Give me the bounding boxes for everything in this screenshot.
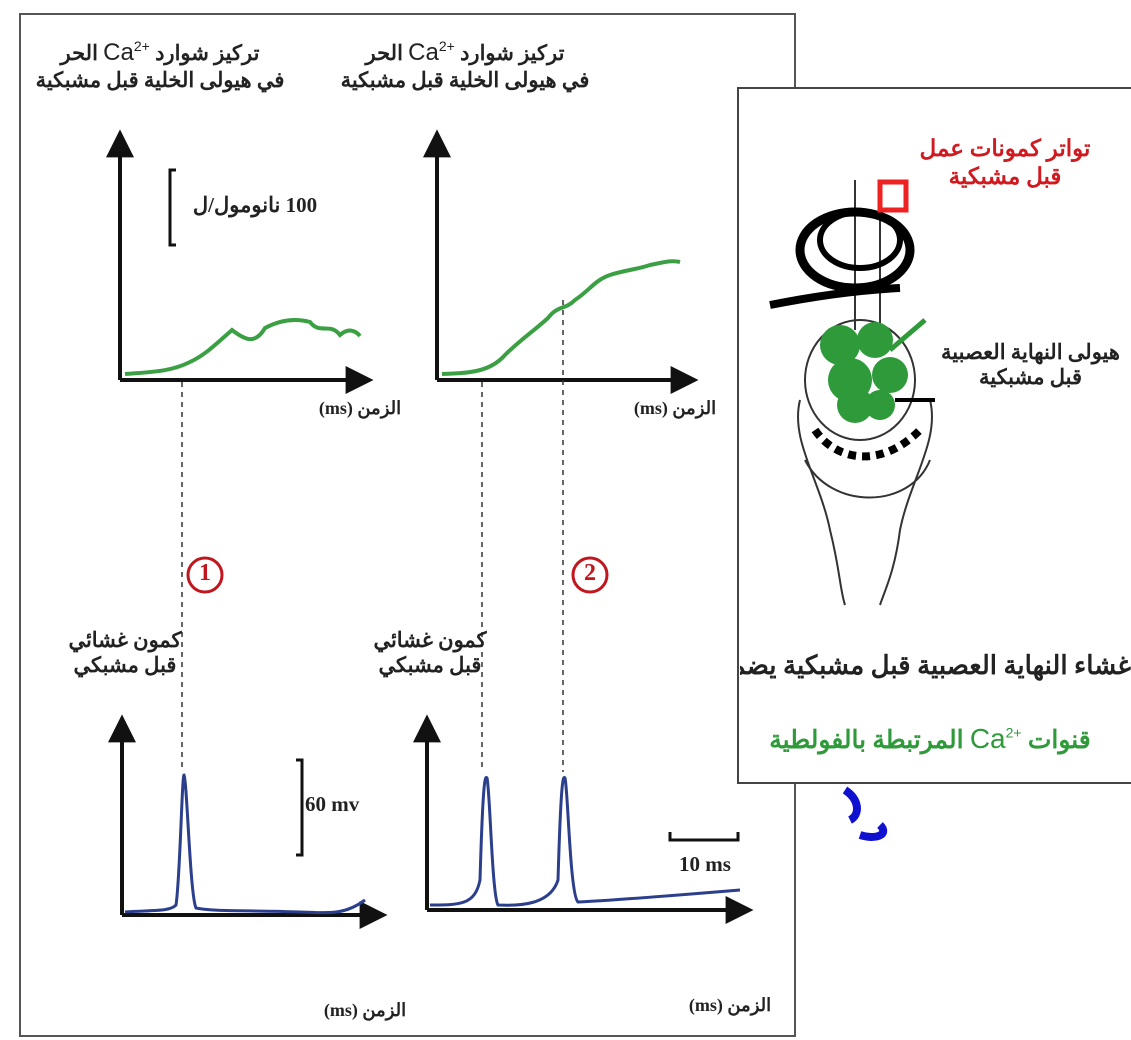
label-part: هيولى النهاية العصبية bbox=[941, 340, 1120, 364]
ion-charge: 2+ bbox=[438, 38, 455, 54]
label-part: كمون غشائي bbox=[68, 628, 182, 652]
caption-line: غشاء النهاية العصبية قبل مشبكية يضم bbox=[740, 651, 1131, 680]
scale-bars bbox=[168, 168, 740, 857]
cytoplasm-label: هيولى النهاية العصبية قبل مشبكية bbox=[930, 340, 1131, 390]
time-scale: 10 ms bbox=[679, 852, 731, 876]
potential-scale: 60 mv bbox=[305, 792, 360, 816]
marker-circle bbox=[571, 556, 609, 594]
label-part: قبل مشبكي bbox=[73, 653, 177, 678]
marker-circle bbox=[186, 556, 224, 594]
label-part: الحر bbox=[60, 41, 98, 65]
label-part: كمون غشائي bbox=[373, 628, 487, 652]
label-part: قبل مشبكية bbox=[948, 163, 1062, 189]
time-axis-label: الزمن (ms) bbox=[323, 1000, 407, 1020]
main-frame bbox=[19, 13, 796, 1037]
label-part: الحر bbox=[365, 41, 403, 65]
potential-axis-label: كمون غشائي قبل مشبكي bbox=[55, 628, 195, 678]
time-axis-label: الزمن (ms) bbox=[633, 398, 717, 418]
calcium-curve-2 bbox=[441, 259, 681, 376]
frequency-label: تواتر كمونات عمل قبل مشبكية bbox=[900, 135, 1110, 190]
calcium-axis-label: تركيز شوارد Ca2+ الحر في هيولى الخلية قبل… bbox=[25, 38, 295, 93]
potential-axis-label: كمون غشائي قبل مشبكي bbox=[360, 628, 500, 678]
ion: Ca2+ bbox=[103, 38, 150, 66]
calcium-scale: 100 نانومول/ل bbox=[192, 193, 318, 217]
caption-line: قنوات Ca2+ المرتبطة بالفولطية bbox=[745, 722, 1115, 756]
ion: Ca2+ bbox=[408, 38, 455, 66]
label-part: قبل مشبكية bbox=[978, 365, 1083, 390]
ion-charge: 2+ bbox=[133, 38, 150, 54]
potential-curve-2 bbox=[429, 775, 741, 907]
label-part: تواتر كمونات عمل bbox=[919, 136, 1091, 161]
calcium-curve-1 bbox=[124, 318, 362, 376]
ion-symbol: Ca bbox=[969, 723, 1006, 754]
potential-curve-1 bbox=[124, 773, 366, 915]
label-part: المرتبطة بالفولطية bbox=[769, 727, 964, 754]
label-part: قبل مشبكي bbox=[378, 653, 482, 678]
label-part: تركيز شوارد bbox=[460, 41, 565, 65]
label-part: في هيولى الخلية قبل مشبكية bbox=[340, 67, 590, 92]
label-part: تركيز شوارد bbox=[155, 41, 260, 65]
ion: Ca2+ bbox=[970, 723, 1022, 754]
marker-number: 2 bbox=[584, 560, 596, 586]
ion-symbol: Ca bbox=[103, 39, 134, 66]
synapse-drawing bbox=[769, 179, 935, 841]
calcium-axis-label: تركيز شوارد Ca2+ الحر في هيولى الخلية قبل… bbox=[330, 38, 600, 93]
marker-number: 1 bbox=[199, 560, 211, 586]
label-part: في هيولى الخلية قبل مشبكية bbox=[35, 67, 285, 92]
inset-frame bbox=[737, 87, 1131, 784]
ion-symbol: Ca bbox=[408, 39, 439, 66]
label-part: قنوات bbox=[1027, 727, 1091, 754]
dashed-lines bbox=[181, 300, 564, 772]
time-axis-label: الزمن (ms) bbox=[688, 995, 772, 1015]
ion-charge: 2+ bbox=[1005, 724, 1022, 741]
axes bbox=[106, 129, 754, 929]
time-axis-label: الزمن (ms) bbox=[318, 398, 402, 418]
